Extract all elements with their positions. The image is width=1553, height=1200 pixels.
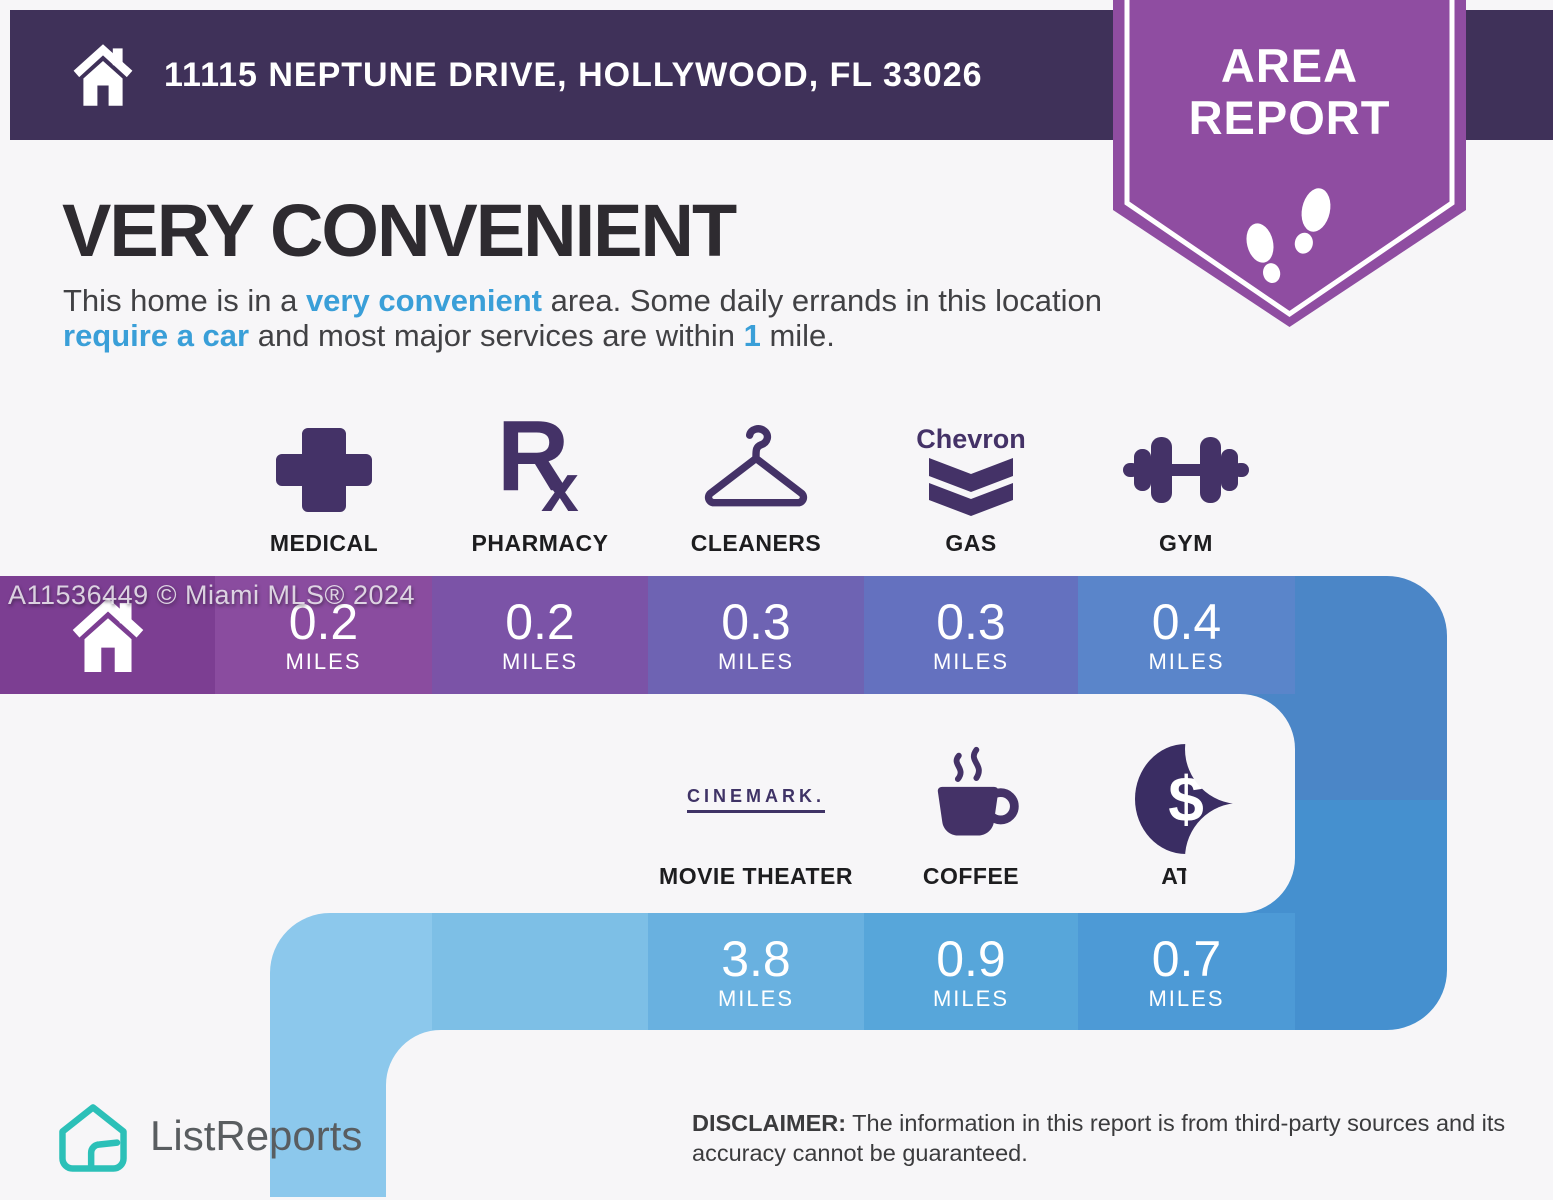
distance-segment: 0.3 MILES	[648, 576, 864, 694]
distance-segment: 0.7 MILES	[1078, 913, 1295, 1030]
path-connector	[1295, 694, 1447, 800]
cinemark-logo: CINEMARK.	[687, 786, 825, 813]
property-address: 11115 NEPTUNE DRIVE, HOLLYWOOD, FL 33026	[164, 55, 983, 94]
home-icon	[73, 44, 133, 106]
poi-gas: Chevron GAS	[861, 412, 1081, 564]
distance-bar-row2: 3.8 MILES 0.9 MILES 0.7 MILES	[270, 913, 1447, 1030]
area-report-badge: AREA REPORT	[1113, 0, 1466, 340]
footprints-icon	[1246, 188, 1331, 284]
path-inner-corner-mask	[1185, 694, 1295, 804]
hanger-icon	[704, 425, 808, 507]
poi-label: GAS	[945, 530, 997, 556]
distance-segment: 0.3 MILES	[864, 576, 1078, 694]
home-segment	[0, 576, 215, 694]
chevron-stripes-icon	[929, 458, 1013, 516]
poi-cleaners: CLEANERS	[646, 412, 866, 564]
listreports-logo-text: ListReports	[150, 1112, 363, 1159]
mls-watermark: A11536449 © Miami MLS® 2024	[8, 580, 416, 610]
distance-segment: 0.2 MILES	[432, 576, 648, 694]
path-inner-corner-mask	[1185, 803, 1295, 913]
poi-label: GYM	[1159, 530, 1213, 556]
badge-label: AREA REPORT	[1188, 39, 1391, 144]
summary-text: This home is in a very convenient area. …	[63, 283, 1102, 353]
poi-medical: MEDICAL	[214, 412, 434, 564]
pennant-shape	[1113, 0, 1466, 327]
poi-label: CLEANERS	[690, 530, 822, 556]
medical-cross-icon	[276, 428, 372, 512]
distance-segment: 0.9 MILES	[864, 913, 1078, 1030]
path-corner	[270, 913, 432, 1030]
poi-label: MOVIE THEATER	[659, 863, 853, 889]
poi-label: PHARMACY	[471, 530, 609, 556]
chevron-logo: Chevron	[916, 424, 1026, 454]
distance-segment: 3.8 MILES	[648, 913, 864, 1030]
home-icon	[72, 598, 143, 672]
path-inner-corner-mask	[386, 1030, 496, 1140]
poi-label: COFFEE	[922, 863, 1020, 889]
page-title: VERY CONVENIENT	[62, 189, 737, 272]
poi-movie-theater: CINEMARK. MOVIE THEATER	[626, 745, 886, 897]
listreports-logo-icon	[59, 1104, 127, 1172]
path-corner	[1295, 576, 1447, 694]
path-corner	[1295, 913, 1447, 1030]
poi-gym: GYM	[1076, 412, 1296, 564]
path-connector	[270, 1028, 386, 1197]
distance-bar-row1: 0.2 MILES 0.2 MILES 0.3 MILES 0.3 MILES …	[0, 576, 1447, 694]
disclaimer-text: DISCLAIMER: The information in this repo…	[692, 1110, 1506, 1166]
path-segment	[432, 913, 648, 1030]
distance-segment: 0.2 MILES	[215, 576, 432, 694]
poi-label: MEDICAL	[269, 530, 379, 556]
poi-coffee: COFFEE	[841, 745, 1101, 897]
path-connector	[1295, 800, 1447, 913]
dumbbell-icon	[1123, 437, 1249, 503]
distance-segment: 0.4 MILES	[1078, 576, 1295, 694]
coffee-cup-icon	[937, 746, 1019, 836]
